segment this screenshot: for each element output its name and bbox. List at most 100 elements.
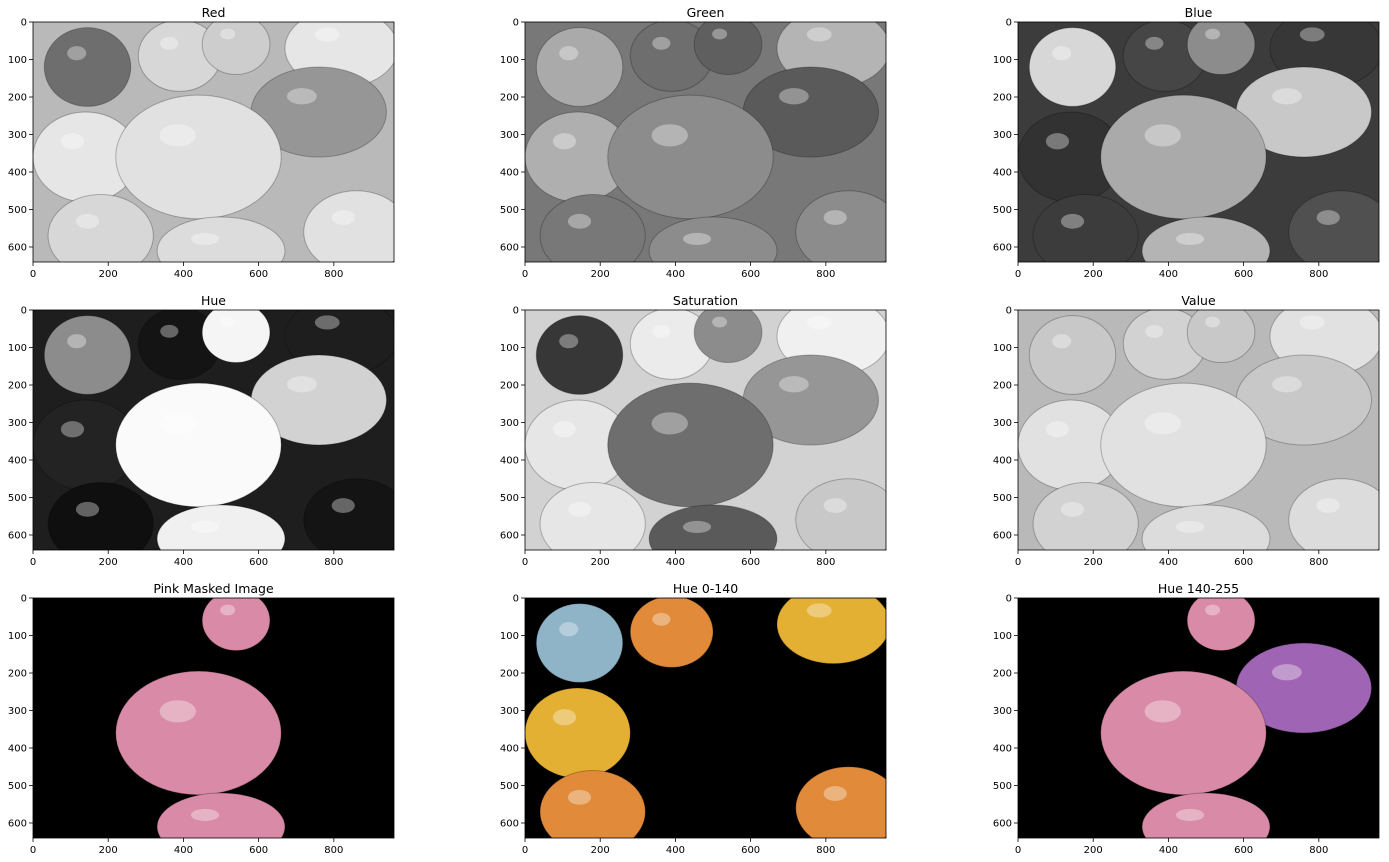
x-tick-label: 0 <box>522 269 528 280</box>
axes-frame <box>1017 597 1380 839</box>
x-tick-label: 0 <box>522 557 528 568</box>
panel-hue: Hue 0 200 400 600 800 0 100 200 300 400 500 600 <box>8 293 395 568</box>
balloon-b-pink-bot <box>1141 216 1271 262</box>
balloon-highlight <box>823 786 847 801</box>
balloon-highlight <box>1175 232 1205 246</box>
balloon-b-orange-br <box>795 478 886 550</box>
y-tick-label: 200 <box>500 93 519 104</box>
balloon-b-orange-b <box>539 770 646 838</box>
panel-title: Value <box>1181 293 1216 308</box>
balloon-b-pink-main <box>607 382 774 508</box>
balloon-highlight <box>682 520 712 534</box>
axes-frame <box>32 309 395 551</box>
y-tick-label: 500 <box>500 205 519 216</box>
balloon-highlight <box>160 324 179 338</box>
y-tick-label: 300 <box>993 130 1012 141</box>
balloon-highlight <box>314 27 340 42</box>
panel-title: Hue 0-140 <box>673 581 738 596</box>
y-tick-label: 300 <box>993 418 1012 429</box>
balloon-b-orange-b <box>47 194 154 262</box>
x-tick-label: 200 <box>99 269 118 280</box>
y-tick-label: 300 <box>8 130 27 141</box>
balloon-b-orange-br <box>1288 190 1379 262</box>
y-tick-label: 100 <box>500 55 519 66</box>
panel-hue_low: Hue 0-140 0 200 400 600 800 0 100 200 300 400 500 60… <box>500 581 887 856</box>
y-tick-label: 0 <box>1006 594 1012 605</box>
x-tick-label: 0 <box>1015 557 1021 568</box>
balloon-b-pink-bot <box>156 504 286 550</box>
balloon-highlight <box>652 612 671 626</box>
balloon-highlight <box>160 36 179 50</box>
y-tick-label: 200 <box>8 381 27 392</box>
panel-hue_high: Hue 140-255 0 200 400 600 800 0 100 200 300 400 500… <box>993 581 1380 856</box>
panel-title: Green <box>687 5 725 20</box>
axes-frame <box>1017 309 1380 551</box>
x-tick-label: 400 <box>174 269 193 280</box>
balloon-highlight <box>286 376 317 393</box>
balloon-highlight <box>159 412 196 435</box>
balloon-highlight <box>1271 376 1302 393</box>
balloon-highlight <box>1299 315 1325 330</box>
y-tick-label: 300 <box>8 706 27 717</box>
balloon-highlight <box>159 124 196 147</box>
y-tick-label: 500 <box>993 781 1012 792</box>
balloon-b-yellow-l <box>525 687 631 779</box>
balloon-highlight <box>1205 316 1221 328</box>
x-tick-label: 0 <box>1015 269 1021 280</box>
y-tick-label: 600 <box>993 531 1012 542</box>
balloon-highlight <box>712 28 728 40</box>
x-tick-label: 200 <box>591 557 610 568</box>
balloon-highlight <box>1271 88 1302 105</box>
x-tick-label: 200 <box>591 269 610 280</box>
axes-frame <box>32 597 395 839</box>
x-tick-label: 200 <box>1084 269 1103 280</box>
x-tick-label: 400 <box>666 269 685 280</box>
y-tick-label: 200 <box>993 669 1012 680</box>
y-tick-label: 600 <box>500 243 519 254</box>
x-tick-label: 600 <box>741 269 760 280</box>
balloon-highlight <box>682 232 712 246</box>
balloon-b-orange-b <box>539 194 646 262</box>
balloon-b-pink-top <box>1186 22 1256 75</box>
y-tick-label: 0 <box>21 594 27 605</box>
balloon-b-orange-br <box>795 766 886 838</box>
x-tick-label: 400 <box>666 845 685 856</box>
balloon-b-orange-b <box>1032 482 1139 550</box>
balloon-highlight <box>559 622 579 637</box>
image-content <box>1018 22 1379 262</box>
y-tick-label: 0 <box>513 594 519 605</box>
axes-frame <box>524 21 887 263</box>
y-tick-label: 500 <box>500 781 519 792</box>
y-tick-label: 500 <box>500 493 519 504</box>
balloon-highlight <box>806 603 832 618</box>
x-tick-label: 400 <box>1159 557 1178 568</box>
x-tick-label: 200 <box>1084 845 1103 856</box>
balloon-b-pink-main <box>115 382 282 508</box>
y-tick-label: 100 <box>8 343 27 354</box>
y-tick-label: 500 <box>993 205 1012 216</box>
balloon-b-pink-top <box>201 598 271 651</box>
y-tick-label: 400 <box>500 168 519 179</box>
balloon-highlight <box>314 315 340 330</box>
y-tick-label: 100 <box>500 343 519 354</box>
balloon-b-pink-top <box>693 22 763 75</box>
y-tick-label: 300 <box>993 706 1012 717</box>
balloon-highlight <box>1144 700 1181 723</box>
y-tick-label: 600 <box>8 243 27 254</box>
balloon-b-orange-br <box>795 190 886 262</box>
balloon-highlight <box>567 501 592 517</box>
balloon-highlight <box>1144 124 1181 147</box>
balloon-highlight <box>1175 808 1205 822</box>
balloon-b-pink-top <box>1186 310 1256 363</box>
x-tick-label: 400 <box>174 557 193 568</box>
y-tick-label: 100 <box>8 631 27 642</box>
image-content <box>525 22 886 262</box>
balloon-b-orange-b <box>539 482 646 550</box>
balloon-highlight <box>823 498 847 513</box>
balloon-highlight <box>559 46 579 61</box>
y-tick-label: 200 <box>993 93 1012 104</box>
balloon-highlight <box>331 210 355 225</box>
image-content <box>1018 310 1379 550</box>
x-tick-label: 800 <box>324 845 343 856</box>
